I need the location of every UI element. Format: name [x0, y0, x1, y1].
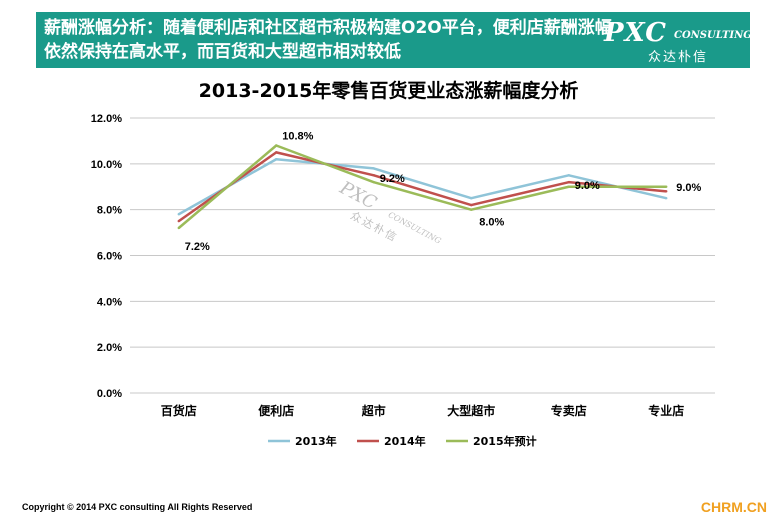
copyright-footer: Copyright © 2014 PXC consulting All Righ… [22, 502, 253, 512]
data-point [665, 185, 668, 188]
series-line-1 [178, 151, 667, 223]
data-point [567, 185, 570, 188]
data-point [665, 197, 668, 200]
data-point [567, 180, 570, 184]
y-tick-label: 0.0% [97, 388, 122, 400]
data-point [567, 174, 570, 177]
data-point [177, 213, 180, 216]
y-tick-label: 12.0% [91, 113, 122, 125]
x-tick-label: 大型超市 [447, 403, 495, 418]
series-line-0 [178, 158, 667, 216]
pxc-logo: PXC CONSULTING 众达朴信 [604, 18, 752, 65]
series-line-2 [177, 144, 667, 229]
y-tick-label: 2.0% [97, 342, 122, 354]
data-label: 10.8% [282, 131, 313, 143]
x-tick-label: 专业店 [648, 403, 684, 418]
logo-cn: 众达朴信 [648, 50, 709, 65]
data-point [275, 151, 278, 154]
data-point [372, 167, 375, 170]
data-label: 9.2% [380, 173, 405, 185]
data-point [372, 174, 375, 177]
x-tick-label: 专卖店 [551, 403, 587, 418]
header-banner: 薪酬涨幅分析：随着便利店和社区超市积极构建O2O平台，便利店薪酬涨幅依然保持在高… [36, 12, 752, 68]
legend-label: 2013年 [295, 434, 337, 448]
data-point [665, 190, 668, 193]
site-logo: CHRM.CN [700, 499, 767, 515]
logo-main: PXC [604, 18, 667, 48]
y-tick-label: 8.0% [97, 205, 122, 217]
data-point [470, 203, 473, 207]
y-tick-label: 10.0% [91, 159, 122, 171]
data-label: 9.0% [575, 180, 600, 192]
data-point [177, 219, 180, 223]
y-tick-label: 6.0% [97, 251, 122, 263]
data-point [470, 197, 473, 200]
data-point [470, 208, 473, 211]
y-tick-label: 4.0% [97, 296, 122, 308]
data-point [275, 144, 278, 147]
data-label: 7.2% [185, 241, 210, 253]
legend-label: 2014年 [384, 434, 426, 448]
data-point [275, 158, 278, 161]
data-label: 8.0% [479, 217, 504, 229]
header-text: 薪酬涨幅分析：随着便利店和社区超市积极构建O2O平台，便利店薪酬涨幅依然保持在高… [44, 18, 612, 62]
data-point [177, 226, 180, 230]
logo-sub: CONSULTING [674, 30, 752, 41]
legend-label: 2015年预计 [473, 434, 537, 448]
data-point [372, 180, 375, 184]
chart-title: 2013-2015年零售百货更业态涨薪幅度分析 [198, 80, 579, 102]
x-tick-label: 便利店 [258, 403, 294, 418]
x-tick-label: 百货店 [161, 403, 197, 418]
x-tick-label: 超市 [361, 403, 386, 418]
data-label: 9.0% [676, 182, 701, 194]
